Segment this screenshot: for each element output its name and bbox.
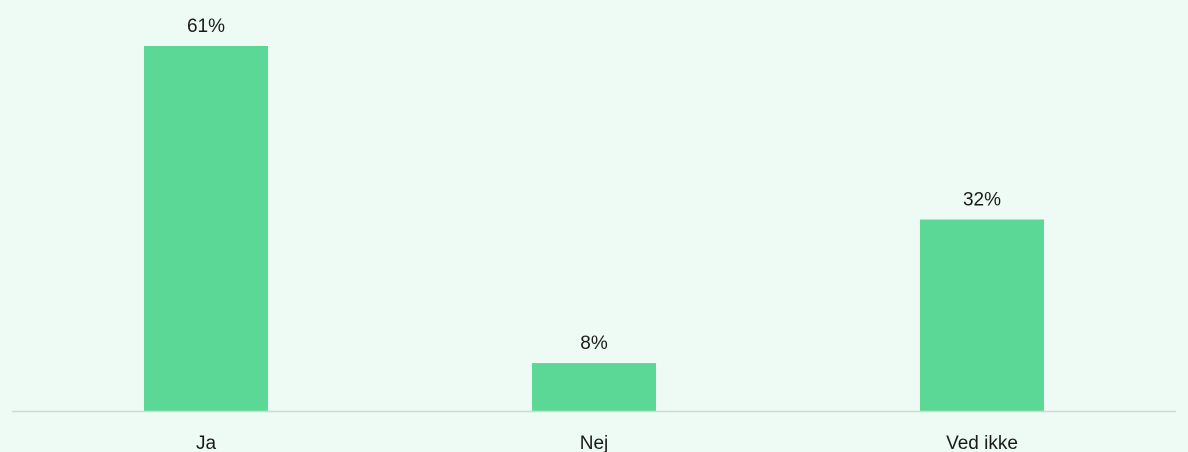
bar-2 bbox=[920, 219, 1044, 411]
bars-group bbox=[144, 46, 1044, 411]
data-label-2: 32% bbox=[963, 190, 1001, 211]
data-label-1: 8% bbox=[580, 333, 608, 354]
data-label-0: 61% bbox=[187, 16, 225, 37]
bar-1 bbox=[532, 363, 656, 411]
category-labels-group: Ja Nej Ved ikke bbox=[196, 433, 1018, 452]
value-labels-group: 61% 8% 32% bbox=[187, 16, 1001, 354]
category-label-0: Ja bbox=[196, 433, 217, 452]
category-label-2: Ved ikke bbox=[946, 433, 1018, 452]
bar-0 bbox=[144, 46, 268, 411]
category-label-1: Nej bbox=[580, 433, 609, 452]
